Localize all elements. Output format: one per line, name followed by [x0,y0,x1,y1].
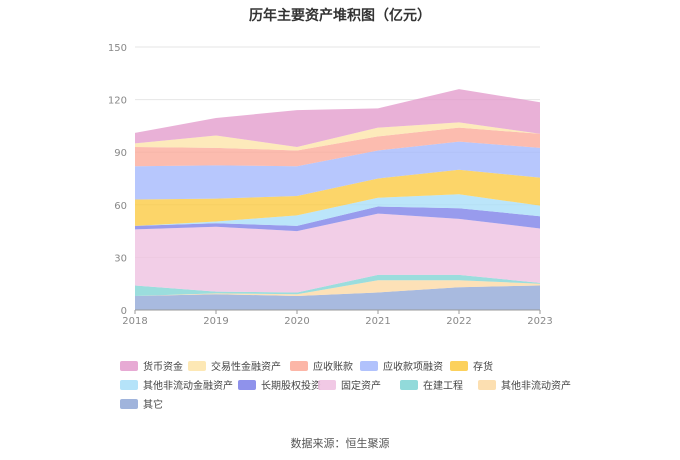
y-axis: 0 30 60 90 120 150 [108,43,127,317]
legend-swatch[interactable] [188,361,206,371]
area-series [135,89,540,310]
area-5 [135,194,540,226]
x-tick-label: 2022 [446,316,471,327]
legend-label[interactable]: 存货 [473,360,493,373]
area-9 [135,122,540,151]
legend-label[interactable]: 其他非流动资产 [501,379,571,392]
area-10 [135,89,540,147]
y-tick-label: 30 [114,253,127,264]
x-tick-label: 2020 [284,316,309,327]
area-2 [135,274,540,296]
data-source: 数据来源：恒生聚源 [291,436,390,450]
y-tick-label: 90 [114,148,127,159]
legend-swatch[interactable] [290,361,308,371]
x-tick-label: 2019 [203,316,228,327]
legend-swatch[interactable] [120,399,138,409]
legend-label[interactable]: 在建工程 [423,379,463,392]
legend-label[interactable]: 其它 [143,398,163,411]
y-tick-label: 0 [121,306,127,317]
legend-label[interactable]: 货币资金 [143,360,183,373]
area-7 [135,141,540,200]
legend-swatch[interactable] [238,380,256,390]
y-tick-label: 150 [108,43,127,54]
area-3 [135,213,540,293]
legend-swatch[interactable] [400,380,418,390]
legend-swatch[interactable] [120,361,138,371]
area-4 [135,206,540,232]
area-0 [135,285,540,310]
chart-title: 历年主要资产堆积图（亿元） [249,7,431,24]
legend-swatch[interactable] [360,361,378,371]
y-tick-label: 120 [108,96,127,107]
legend-label[interactable]: 其他非流动金融资产 [143,379,233,392]
x-tick-label: 2021 [365,316,390,327]
x-tick-label: 2018 [122,316,147,327]
legend-label[interactable]: 应收款项融资 [383,360,443,373]
x-axis: 2018 2019 2020 2021 2022 2023 [122,309,553,327]
legend-swatch[interactable] [450,361,468,371]
legend-swatch[interactable] [318,380,336,390]
legend-swatch[interactable] [478,380,496,390]
legend-label[interactable]: 固定资产 [341,379,381,392]
legend-label[interactable]: 应收账款 [313,360,353,373]
x-tick-label: 2023 [527,316,552,327]
area-1 [135,280,540,296]
legend-label[interactable]: 交易性金融资产 [211,360,281,373]
legend-label[interactable]: 长期股权投资 [261,379,321,392]
legend-swatch[interactable] [120,380,138,390]
area-8 [135,127,540,167]
y-tick-label: 60 [114,201,127,212]
area-6 [135,169,540,226]
